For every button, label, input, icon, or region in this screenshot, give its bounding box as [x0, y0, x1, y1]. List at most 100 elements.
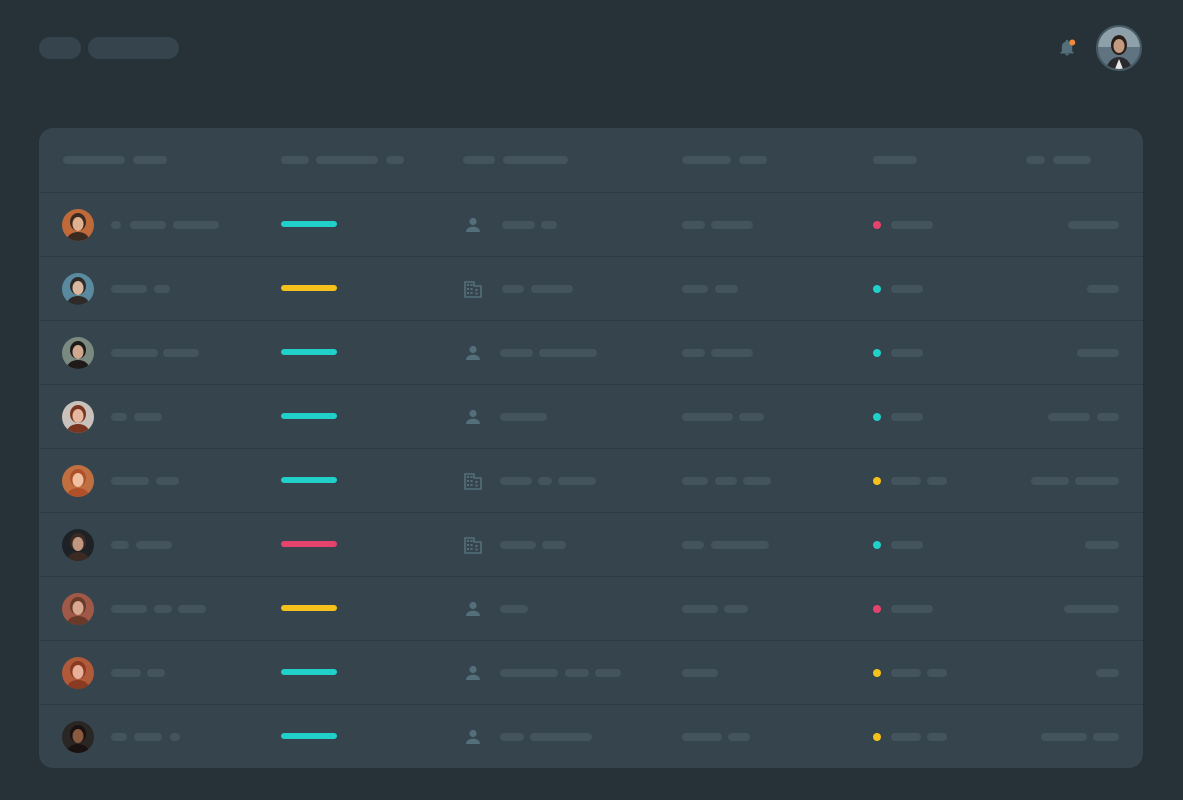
user-avatar[interactable] — [1096, 25, 1142, 71]
detail-skeleton — [728, 733, 750, 741]
name-skeleton — [111, 733, 127, 741]
type-skeleton — [500, 477, 532, 485]
column-header-1-extra — [133, 156, 167, 164]
name-skeleton — [111, 221, 121, 229]
table-row[interactable] — [39, 384, 1143, 448]
detail-skeleton — [739, 413, 764, 421]
detail-skeleton — [682, 413, 733, 421]
building-icon — [463, 279, 483, 299]
status-skeleton — [927, 669, 947, 677]
column-header-5[interactable] — [873, 156, 917, 164]
detail-skeleton — [682, 733, 722, 741]
status-bar — [281, 221, 337, 227]
name-skeleton — [111, 285, 147, 293]
person-icon — [463, 599, 483, 619]
person-icon — [463, 407, 483, 427]
name-skeleton — [111, 413, 127, 421]
name-skeleton — [111, 349, 158, 357]
detail-skeleton — [715, 285, 738, 293]
status-dot — [873, 669, 881, 677]
detail-skeleton — [682, 285, 708, 293]
name-skeleton — [147, 669, 165, 677]
status-dot — [873, 605, 881, 613]
type-skeleton — [538, 477, 552, 485]
type-skeleton — [500, 733, 524, 741]
column-header-6[interactable] — [1026, 156, 1045, 164]
end-skeleton — [1068, 221, 1119, 229]
avatar — [62, 721, 94, 753]
name-skeleton — [111, 605, 147, 613]
detail-skeleton — [682, 477, 708, 485]
detail-skeleton — [711, 349, 753, 357]
status-skeleton — [891, 541, 923, 549]
table-row[interactable] — [39, 704, 1143, 768]
end-skeleton — [1075, 477, 1119, 485]
breadcrumb-skeleton-home[interactable] — [39, 37, 81, 59]
detail-skeleton — [715, 477, 737, 485]
table-row[interactable] — [39, 256, 1143, 320]
type-skeleton — [595, 669, 621, 677]
status-dot — [873, 477, 881, 485]
table-row[interactable] — [39, 192, 1143, 256]
bell-icon[interactable] — [1057, 38, 1077, 58]
table-row[interactable] — [39, 640, 1143, 704]
name-skeleton — [134, 733, 162, 741]
name-skeleton — [111, 541, 129, 549]
column-header-2[interactable] — [281, 156, 309, 164]
avatar — [62, 337, 94, 369]
column-header-4[interactable] — [682, 156, 731, 164]
column-header-6-extra — [1053, 156, 1091, 164]
column-header-4-extra — [739, 156, 767, 164]
status-dot — [873, 733, 881, 741]
status-skeleton — [891, 733, 921, 741]
table-row[interactable] — [39, 320, 1143, 384]
users-table — [39, 128, 1143, 768]
building-icon — [463, 471, 483, 491]
type-skeleton — [558, 477, 596, 485]
status-skeleton — [927, 477, 947, 485]
status-bar — [281, 285, 337, 291]
name-skeleton — [163, 349, 199, 357]
app-header — [0, 0, 1183, 96]
status-bar — [281, 477, 337, 483]
status-skeleton — [891, 221, 933, 229]
status-dot — [873, 349, 881, 357]
table-row[interactable] — [39, 576, 1143, 640]
end-skeleton — [1093, 733, 1119, 741]
status-skeleton — [891, 413, 923, 421]
avatar — [62, 209, 94, 241]
status-bar — [281, 541, 337, 547]
table-row[interactable] — [39, 448, 1143, 512]
end-skeleton — [1096, 669, 1119, 677]
avatar — [62, 593, 94, 625]
table-row[interactable] — [39, 512, 1143, 576]
type-skeleton — [502, 221, 535, 229]
status-dot — [873, 541, 881, 549]
status-skeleton — [891, 669, 921, 677]
name-skeleton — [154, 605, 172, 613]
breadcrumb-skeleton-page[interactable] — [88, 37, 179, 59]
detail-skeleton — [682, 221, 705, 229]
status-dot — [873, 285, 881, 293]
detail-skeleton — [711, 221, 753, 229]
end-skeleton — [1048, 413, 1090, 421]
column-header-3[interactable] — [463, 156, 495, 164]
type-skeleton — [500, 605, 528, 613]
notification-dot — [1069, 39, 1076, 46]
name-skeleton — [111, 669, 141, 677]
building-icon — [463, 535, 483, 555]
status-skeleton — [891, 285, 923, 293]
end-skeleton — [1097, 413, 1119, 421]
name-skeleton — [134, 413, 162, 421]
detail-skeleton — [682, 349, 705, 357]
detail-skeleton — [711, 541, 769, 549]
name-skeleton — [111, 477, 149, 485]
column-header-2-extra — [316, 156, 378, 164]
type-skeleton — [530, 733, 592, 741]
status-bar — [281, 733, 337, 739]
type-skeleton — [539, 349, 597, 357]
status-skeleton — [891, 605, 933, 613]
name-skeleton — [173, 221, 219, 229]
name-skeleton — [154, 285, 170, 293]
column-header-1[interactable] — [63, 156, 125, 164]
